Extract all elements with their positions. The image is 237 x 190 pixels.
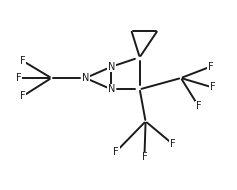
Text: F: F (210, 82, 216, 93)
Text: F: F (20, 91, 26, 101)
Text: F: F (170, 139, 176, 149)
Text: N: N (108, 84, 115, 94)
Text: F: F (141, 152, 147, 162)
Text: N: N (82, 73, 89, 83)
Text: F: F (16, 73, 21, 83)
Text: F: F (208, 62, 213, 72)
Text: F: F (20, 56, 26, 66)
Text: N: N (108, 62, 115, 72)
Text: F: F (196, 101, 201, 111)
Text: F: F (113, 146, 119, 157)
